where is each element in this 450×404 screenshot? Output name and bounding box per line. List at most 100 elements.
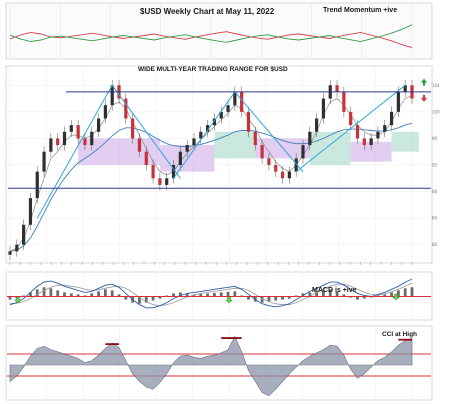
macd-histogram-bar (403, 288, 407, 297)
macd-histogram-bar (103, 289, 107, 297)
macd-histogram-bar (49, 288, 53, 297)
trend-panel-frame (5, 2, 433, 60)
macd-histogram-bar (144, 296, 148, 303)
candle-body (62, 131, 67, 146)
candle-body (219, 111, 223, 119)
macd-histogram-bar (124, 296, 128, 300)
price-panel: 80 84 88 92 96 100 104 WIDE MULTI-YEAR TRADING… (5, 65, 440, 265)
macd-histogram-bar (29, 292, 32, 297)
macd-histogram-bar (342, 294, 346, 297)
candle-body (253, 131, 257, 146)
macd-histogram-bar (390, 292, 393, 297)
macd-histogram-bar (315, 291, 319, 297)
macd-histogram-bar (178, 292, 182, 297)
macd-histogram-bar (308, 292, 312, 297)
candle-body (83, 138, 87, 146)
candle-body (158, 178, 162, 185)
macd-histogram-bar (410, 287, 414, 297)
trend-series-1 (9, 24, 413, 43)
buy-arrow-icon (421, 78, 427, 86)
macd-histogram-bar (226, 291, 230, 297)
macd-histogram-bar (199, 293, 203, 297)
price-tick-label: 104 (432, 83, 440, 88)
macd-histogram-bar (274, 296, 278, 301)
macd-histogram-bar (356, 296, 359, 300)
macd-histogram-bar (90, 293, 94, 297)
macd-buy-signals (13, 293, 401, 304)
macd-histogram-bar (35, 289, 39, 297)
macd-histogram-bar (267, 296, 271, 302)
candle-body (185, 145, 189, 152)
macd-label: MACD is +ive (312, 287, 357, 294)
price-tick-labels: 80 84 88 92 96 100 104 (432, 83, 440, 247)
sell-arrow-icon (421, 94, 427, 102)
macd-histogram-bar (69, 293, 73, 297)
cci-high-markers (105, 337, 412, 346)
macd-histogram-bar (206, 293, 209, 297)
trend-line (173, 91, 236, 179)
candle-body (199, 131, 203, 139)
price-tick-label: 92 (432, 163, 438, 168)
macd-histogram-bar (172, 293, 175, 297)
candle-body (335, 85, 339, 92)
slow-moving-average (9, 122, 413, 252)
candle-body (315, 118, 319, 132)
candle-body (287, 171, 291, 179)
macd-buy-arrow-icon (224, 296, 234, 304)
price-panel-frame (5, 65, 433, 264)
candle-body (274, 165, 278, 172)
candle-body (178, 151, 182, 165)
cci-label: CCI at High (382, 331, 417, 338)
candle-body (342, 91, 346, 112)
macd-histogram-bar (396, 290, 400, 297)
macd-histogram-bar (281, 296, 284, 300)
trend-series-0 (9, 31, 413, 49)
candle-body (15, 244, 19, 252)
candle-body (246, 111, 251, 132)
macd-histogram-bar (328, 289, 332, 297)
macd-histogram-bar (383, 294, 387, 297)
candle-body (396, 91, 400, 112)
macd-line (9, 278, 413, 309)
macd-histogram-bar (158, 296, 162, 299)
candle-body (171, 165, 176, 179)
candle-body (69, 125, 73, 132)
macd-buy-arrow-icon (13, 296, 23, 304)
macd-buy-arrow-icon (391, 293, 401, 301)
candle-body (192, 138, 196, 146)
macd-histogram-bar (138, 296, 141, 304)
candle-body (267, 158, 271, 165)
macd-histogram-bar (233, 291, 237, 297)
candle-body (137, 138, 142, 152)
candle-body (205, 125, 210, 132)
candle-body (369, 138, 373, 146)
candle-body (294, 158, 298, 172)
candle-body (165, 178, 169, 185)
candle-body (49, 138, 53, 152)
candle-body (42, 151, 46, 172)
price-tick-label: 80 (432, 242, 438, 247)
candle-body (260, 145, 264, 159)
candle-body (383, 125, 387, 132)
macd-histogram-bar (185, 293, 189, 297)
price-tick-label: 88 (432, 189, 438, 194)
candle-body (151, 165, 155, 179)
signal-arrows (421, 78, 427, 102)
date-axis (9, 262, 413, 265)
chart-title: $USD Weekly Chart at May 11, 2022 (140, 7, 275, 16)
macd-histogram-bar (213, 292, 216, 297)
trend-grid (9, 4, 413, 58)
candle-body (308, 131, 312, 146)
trading-range-lines (8, 91, 431, 189)
candle-body (124, 98, 128, 119)
trend-momentum-panel: $USD Weekly Chart at May 11, 2022 Trend … (5, 2, 433, 60)
macd-lines (7, 278, 431, 309)
candle-body (280, 171, 285, 179)
candle-body (212, 118, 217, 126)
price-tick-label: 84 (432, 216, 438, 221)
trend-line (111, 84, 181, 179)
macd-histogram-bar (247, 296, 250, 300)
candle-body (389, 111, 394, 126)
cloud-bullish (309, 131, 351, 165)
